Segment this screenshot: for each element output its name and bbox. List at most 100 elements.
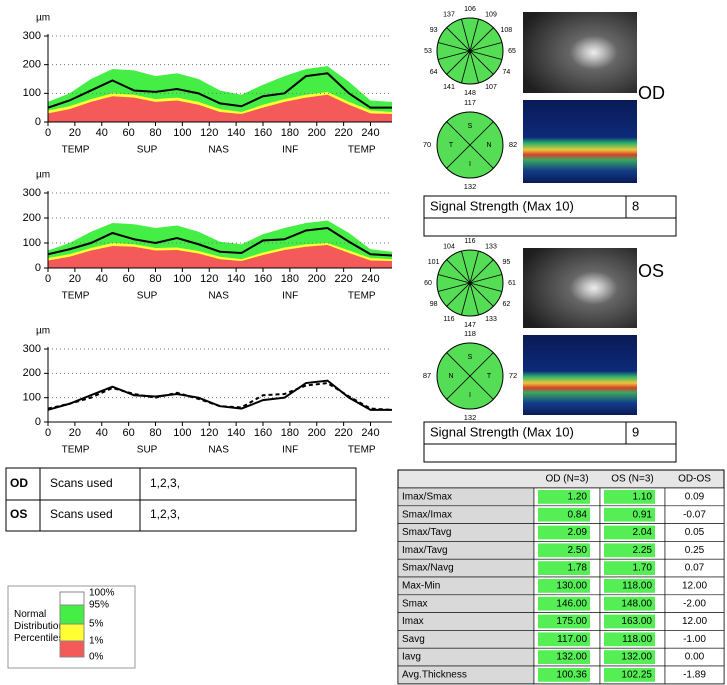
quadrant-letter: T (449, 142, 454, 149)
signal-label: Signal Strength (Max 10) (430, 198, 574, 213)
quadrant-letter: S (468, 354, 473, 361)
table-cell: 148.00 (621, 598, 652, 609)
quadrant-value: 87 (423, 371, 431, 380)
normal-flag (604, 561, 655, 575)
x-tick-label: 180 (281, 273, 299, 285)
x-tick-label: 240 (361, 427, 379, 439)
x-tick-label: 80 (149, 127, 161, 139)
row-label: Savg (402, 634, 425, 645)
quadrant-value: 132 (464, 182, 477, 191)
quadrant-label: INF (282, 145, 298, 156)
table-cell: 1.70 (633, 563, 653, 574)
table-cell: Scans used (50, 507, 113, 521)
signal-value: 9 (632, 424, 639, 439)
x-tick-label: 220 (334, 427, 352, 439)
table-cell: 130.00 (556, 581, 587, 592)
y-tick-label: 0 (35, 262, 41, 274)
normal-flag (604, 632, 655, 647)
x-tick-label: 60 (123, 273, 135, 285)
header-cell: OD-OS (678, 474, 711, 485)
x-tick-label: 20 (69, 427, 81, 439)
row-label: Imax/Smax (402, 492, 452, 503)
table-cell: 0.00 (685, 652, 705, 663)
quadrant-label: SUP (137, 291, 158, 302)
row-label: Imax (402, 616, 424, 627)
table-cell: 2.25 (633, 545, 653, 556)
x-tick-label: 20 (69, 273, 81, 285)
clock-value: 137 (443, 11, 455, 18)
y-axis-label: µm (36, 326, 50, 337)
clock-value: 141 (443, 84, 455, 91)
row-label: Smax (402, 598, 428, 609)
x-tick-label: 0 (45, 273, 51, 285)
normal-band (48, 245, 392, 268)
table-cell: 1.78 (568, 563, 588, 574)
x-tick-label: 120 (200, 427, 218, 439)
quadrant-letter: S (468, 123, 473, 130)
quadrant-label: SUP (137, 145, 158, 156)
table-cell: 0.84 (568, 509, 588, 520)
quadrant-label: NAS (208, 291, 229, 302)
table-cell: 146.00 (556, 598, 587, 609)
images (523, 12, 637, 415)
normal-flag (604, 543, 655, 558)
x-tick-label: 180 (281, 127, 299, 139)
table-cell: 2.04 (633, 527, 653, 538)
table-cell: -1.00 (683, 634, 706, 645)
quadrant-label: TEMP (348, 445, 376, 456)
quadrant-line (446, 121, 494, 169)
x-tick-label: 160 (254, 427, 272, 439)
signal-value: 8 (632, 198, 639, 213)
quadrant-value: 72 (509, 371, 517, 380)
y-tick-label: 100 (23, 392, 41, 404)
normal-flag (538, 579, 590, 593)
table-cell: 163.00 (621, 616, 652, 627)
normal-flag (538, 561, 590, 575)
quadrant-letter: T (487, 373, 492, 380)
x-tick-label: 80 (149, 427, 161, 439)
normal-flag (538, 543, 590, 558)
quadrant-value: 118 (464, 329, 476, 338)
table-cell: 0.09 (685, 492, 705, 503)
y-axis-label: µm (36, 170, 50, 181)
x-tick-label: 160 (254, 127, 272, 139)
legend-level: 100% (89, 588, 115, 599)
normal-flag (604, 668, 655, 682)
table-cell: -2.00 (683, 598, 706, 609)
table-cell: 1,2,3, (150, 507, 180, 521)
normal-flag (538, 596, 590, 611)
row-label: Avg.Thickness (402, 670, 467, 681)
x-tick-label: 100 (173, 427, 191, 439)
legend-level: 1% (89, 636, 104, 647)
fundus-image (523, 248, 637, 328)
table-cell: -0.07 (683, 509, 706, 520)
clock-value: 65 (508, 48, 516, 55)
x-tick-label: 200 (308, 127, 326, 139)
y-tick-label: 200 (23, 212, 41, 224)
x-tick-label: 120 (200, 273, 218, 285)
y-tick-label: 200 (23, 59, 41, 71)
normal-flag (604, 525, 655, 540)
table-cell: 117.00 (557, 634, 587, 645)
y-tick-label: 0 (35, 116, 41, 128)
quadrant-label: TEMP (348, 145, 376, 156)
table-cell: 100.36 (556, 670, 587, 681)
header-cell: OS (N=3) (611, 474, 654, 485)
table-cell: 2.09 (568, 527, 588, 538)
table-cell: 0.05 (685, 527, 705, 538)
row-label: Smax/Imax (402, 509, 452, 520)
x-tick-label: 0 (45, 427, 51, 439)
clock-value: 101 (428, 259, 440, 266)
x-tick-label: 200 (308, 427, 326, 439)
quadrant-label: INF (282, 445, 298, 456)
x-tick-label: 20 (69, 127, 81, 139)
normal-flag (604, 650, 655, 664)
clock-value: 98 (430, 301, 438, 308)
x-tick-label: 180 (281, 427, 299, 439)
x-tick-label: 60 (123, 127, 135, 139)
quadrant-letter: I (469, 161, 471, 168)
clock-value: 116 (443, 316, 454, 323)
clock-value: 53 (424, 48, 432, 55)
